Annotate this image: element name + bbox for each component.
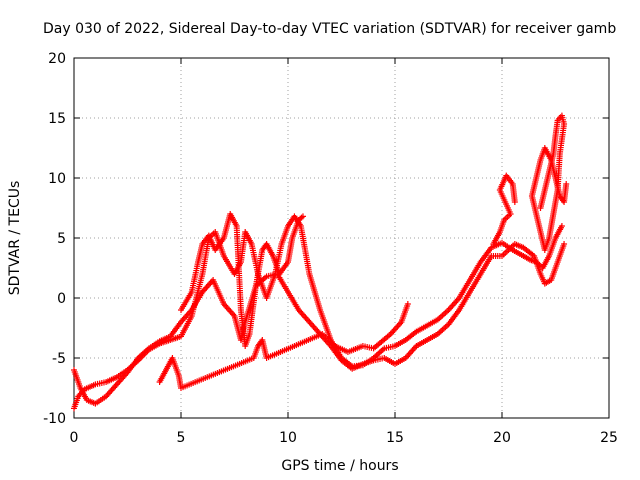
y-tick-label: 10 (48, 171, 66, 187)
y-tick-label: 15 (48, 111, 66, 127)
data-point-marker (404, 301, 411, 307)
data-points (71, 112, 570, 412)
data-point-marker (563, 181, 570, 187)
grid-layer (74, 58, 609, 418)
data-point-marker (558, 223, 565, 229)
y-tick-label: 20 (48, 51, 66, 67)
x-tick-label: 5 (177, 430, 186, 446)
y-tick-label: -10 (43, 411, 66, 427)
y-axis-label: SDTVAR / TECUs (7, 181, 23, 296)
x-tick-label: 20 (493, 430, 511, 446)
y-tick-label: 5 (57, 231, 66, 247)
data-point-marker (561, 241, 568, 247)
data-point-marker (299, 213, 306, 220)
y-tick-label: 0 (57, 291, 66, 307)
data-point-marker (511, 199, 518, 205)
y-tick-label: -5 (52, 351, 66, 367)
x-axis-label: GPS time / hours (281, 458, 398, 474)
tick-layer: 0 5 10 15 20 25 -10 -5 0 5 10 15 20 (43, 51, 618, 446)
x-tick-label: 15 (386, 430, 404, 446)
x-tick-label: 10 (279, 430, 297, 446)
x-tick-label: 25 (600, 430, 618, 446)
plot-frame (73, 57, 610, 419)
x-tick-label: 0 (70, 430, 79, 446)
chart-title: Day 030 of 2022, Sidereal Day-to-day VTE… (43, 21, 616, 37)
